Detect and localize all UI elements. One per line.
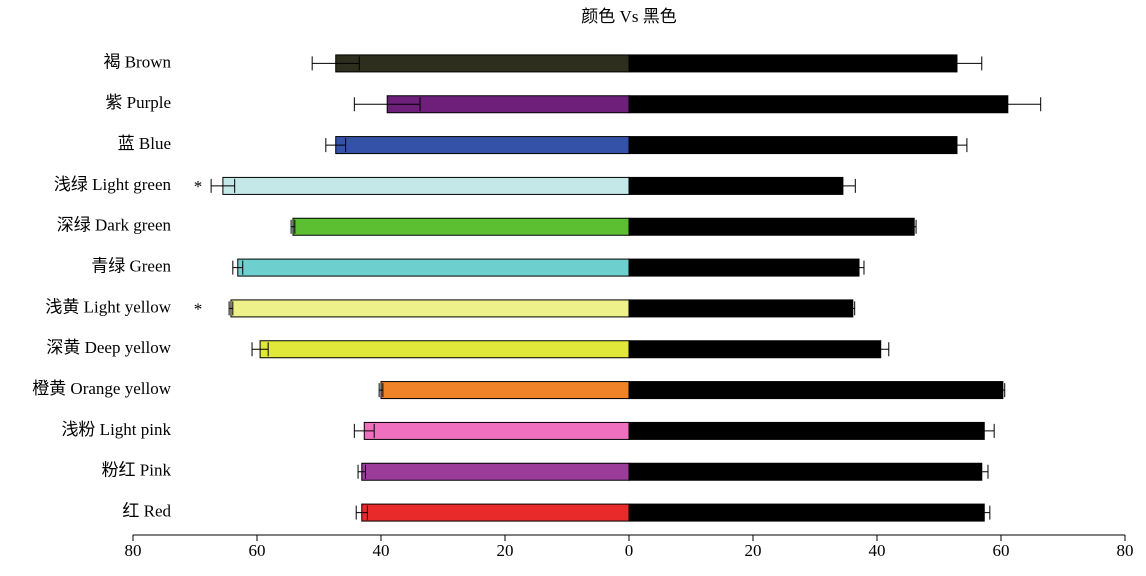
category-label: 深黄 Deep yellow (46, 338, 171, 357)
category-label: 褐 Brown (103, 52, 171, 71)
bar (628, 258, 860, 277)
bar (363, 421, 630, 440)
x-tick-label: 0 (625, 541, 634, 560)
bar (230, 299, 630, 318)
category-label: 深绿 Dark green (57, 216, 172, 235)
significance-marker: * (194, 177, 203, 196)
error-bar (251, 342, 269, 357)
error-bar (853, 260, 865, 275)
error-bar (311, 56, 360, 71)
bar (628, 299, 854, 318)
bar (386, 95, 630, 114)
category-label: 蓝 Blue (118, 134, 171, 153)
error-bar (353, 97, 421, 112)
category-label: 浅黄 Light yellow (45, 297, 171, 316)
error-bar (378, 383, 384, 398)
x-tick-label: 40 (373, 541, 390, 560)
error-bar (946, 138, 968, 153)
x-tick-label: 60 (249, 541, 266, 560)
error-bar (974, 97, 1042, 112)
error-bar (357, 464, 366, 479)
error-bar (1000, 383, 1006, 398)
bar (628, 136, 958, 155)
chart-title: 颜色 Vs 黑色 (581, 7, 676, 26)
x-tick-label: 80 (1117, 541, 1134, 560)
x-tick-label: 60 (993, 541, 1010, 560)
category-label: 紫 Purple (105, 93, 171, 112)
x-tick-label: 40 (869, 541, 886, 560)
bar (628, 176, 844, 195)
error-bar (975, 464, 989, 479)
error-bar (911, 219, 917, 234)
category-label: 浅粉 Light pink (61, 420, 171, 439)
bar (222, 176, 630, 195)
category-label: 橙黄 Orange yellow (32, 379, 172, 398)
error-bar (978, 505, 991, 520)
category-label: 青绿 Green (91, 256, 171, 275)
bar (628, 217, 915, 236)
bar (292, 217, 630, 236)
bar (259, 340, 630, 359)
bar (628, 54, 958, 73)
bar (237, 258, 630, 277)
bar (335, 136, 630, 155)
error-bar (290, 219, 296, 234)
error-bar (325, 138, 347, 153)
error-bar (232, 260, 244, 275)
x-tick-label: 20 (497, 541, 514, 560)
bar (628, 95, 1009, 114)
bar (628, 462, 983, 481)
x-tick-label: 80 (125, 541, 142, 560)
error-bar (355, 505, 368, 520)
error-bar (228, 301, 234, 316)
bar (628, 421, 985, 440)
bar (628, 381, 1004, 400)
bar (628, 340, 882, 359)
error-bar (830, 178, 856, 193)
category-label: 红 Red (122, 501, 171, 520)
bar (361, 503, 630, 522)
error-bar (973, 423, 995, 438)
error-bar (872, 342, 890, 357)
error-bar (931, 56, 983, 71)
x-tick-label: 20 (745, 541, 762, 560)
error-bar (353, 423, 375, 438)
bar (361, 462, 630, 481)
bar (380, 381, 630, 400)
significance-marker: * (194, 299, 203, 318)
bar (628, 503, 985, 522)
error-bar (850, 301, 856, 316)
bar (335, 54, 630, 73)
error-bar (210, 178, 236, 193)
category-label: 粉红 Pink (102, 461, 172, 480)
category-label: 浅绿 Light green (54, 175, 172, 194)
